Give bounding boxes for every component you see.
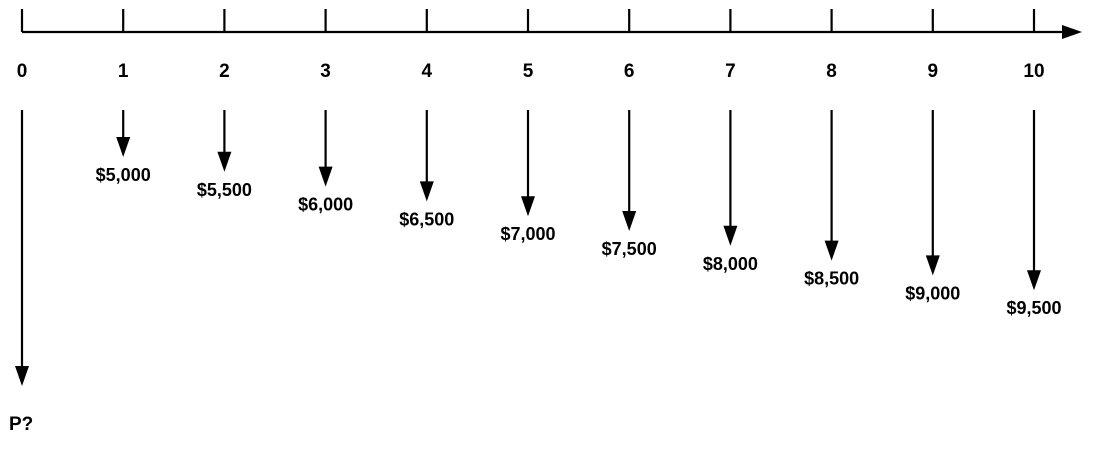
arrow-head	[15, 366, 29, 386]
period-label: 3	[320, 61, 331, 82]
period-label: 7	[725, 61, 736, 82]
cash-flow-arrow: $7,500	[602, 110, 657, 259]
cash-flow-amount: $7,000	[500, 224, 555, 244]
period-label: 10	[1023, 61, 1044, 82]
period-label: 8	[826, 61, 837, 82]
cash-flow-arrow: $9,000	[905, 110, 960, 303]
arrow-head	[217, 151, 232, 172]
cash-flow-arrow: $6,000	[298, 110, 353, 215]
arrow-head	[824, 240, 839, 261]
cash-flow-amount: $7,500	[602, 239, 657, 259]
period-label: 0	[17, 61, 28, 82]
arrow-head	[925, 255, 940, 276]
cash-flow-arrow: $5,500	[197, 110, 252, 200]
cash-flow-arrow: $6,500	[399, 110, 454, 229]
cash-flow-amount: $6,000	[298, 195, 353, 215]
arrow-head	[622, 211, 637, 231]
cash-flow-amount: $5,500	[197, 180, 252, 200]
period-label: 9	[928, 61, 939, 82]
present-value-label: P?	[9, 414, 33, 435]
timeline-arrowhead	[1062, 25, 1082, 39]
period-label: 4	[422, 61, 433, 82]
cash-flow-arrow: $5,000	[96, 110, 151, 185]
arrow-head	[521, 196, 535, 217]
period-label: 1	[118, 61, 129, 82]
cash-flow-arrow: $9,500	[1006, 110, 1062, 318]
period-label: 2	[219, 61, 230, 82]
cash-flow-amount: $9,000	[905, 283, 960, 303]
timeline	[20, 9, 1082, 39]
cash-flow-amount: $8,000	[703, 254, 758, 274]
arrow-head	[723, 225, 738, 246]
present-value-arrow	[15, 110, 29, 386]
cash-flow-amount: $9,500	[1006, 298, 1061, 318]
arrow-head	[1027, 270, 1041, 291]
cash-flow-amount: $5,000	[96, 165, 151, 185]
period-labels: 0 1 2 3 4 5 6 7 8 9 10	[17, 61, 1045, 82]
arrow-head	[318, 166, 333, 187]
period-label: 6	[624, 61, 635, 82]
cash-flow-arrow: $7,000	[500, 110, 556, 244]
cash-flow-arrow: $8,500	[804, 110, 859, 289]
cash-flow-amount: $8,500	[804, 269, 859, 289]
cash-flow-arrow: $8,000	[703, 110, 758, 274]
arrow-head	[116, 137, 131, 157]
period-label: 5	[523, 61, 534, 82]
arrow-head	[419, 181, 434, 202]
cash-flow-amount: $6,500	[399, 209, 454, 229]
cash-flow-arrows: $5,000 $5,500 $6,000 $6,500 $7,000 $7,500 $8,0…	[96, 110, 1062, 318]
present-value-group: P?	[9, 110, 33, 435]
